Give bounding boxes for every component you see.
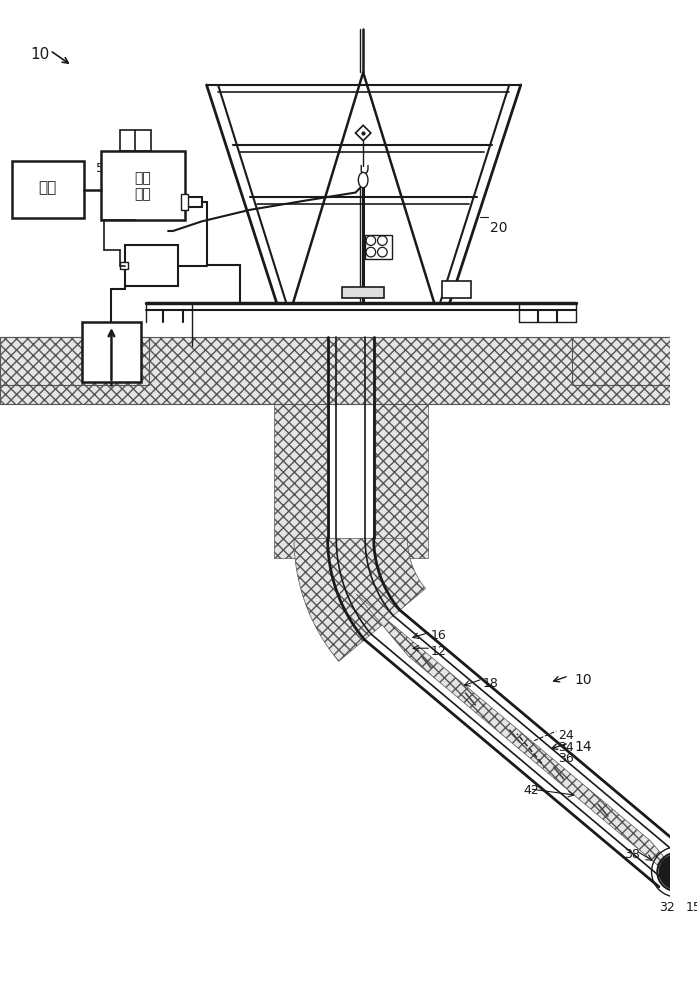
Text: 24: 24 (558, 729, 574, 742)
Bar (274, 337, 328, 558)
Bar (12, 161, 84, 218)
Bar (0, 337, 670, 404)
Text: 36: 36 (558, 752, 574, 765)
Text: 50: 50 (96, 162, 112, 175)
Bar (572, 337, 670, 385)
Bar (0, 337, 149, 385)
Bar (101, 151, 185, 220)
Bar (125, 245, 178, 286)
Text: 10: 10 (574, 673, 592, 687)
Text: 控制
单元: 控制 单元 (135, 171, 151, 202)
Text: 38: 38 (624, 848, 640, 861)
Bar (82, 322, 141, 382)
Text: 34: 34 (558, 741, 574, 754)
Text: 32: 32 (659, 901, 675, 914)
Text: 14: 14 (574, 740, 592, 754)
Text: 12: 12 (431, 645, 447, 658)
Polygon shape (294, 538, 426, 661)
Text: 16: 16 (431, 629, 447, 642)
Bar (120, 262, 128, 269)
Bar (442, 281, 470, 298)
Circle shape (659, 855, 694, 889)
Text: 15: 15 (686, 901, 697, 914)
Ellipse shape (358, 172, 368, 188)
Text: 警报: 警报 (38, 180, 56, 195)
Bar (120, 130, 151, 151)
Bar (373, 337, 427, 558)
Polygon shape (356, 594, 697, 903)
Text: 20: 20 (490, 221, 507, 235)
Text: 18: 18 (482, 677, 498, 690)
Bar (365, 235, 392, 259)
Text: 10: 10 (31, 47, 50, 62)
Bar (342, 287, 384, 298)
Text: 42: 42 (523, 784, 539, 797)
Bar (181, 194, 188, 210)
